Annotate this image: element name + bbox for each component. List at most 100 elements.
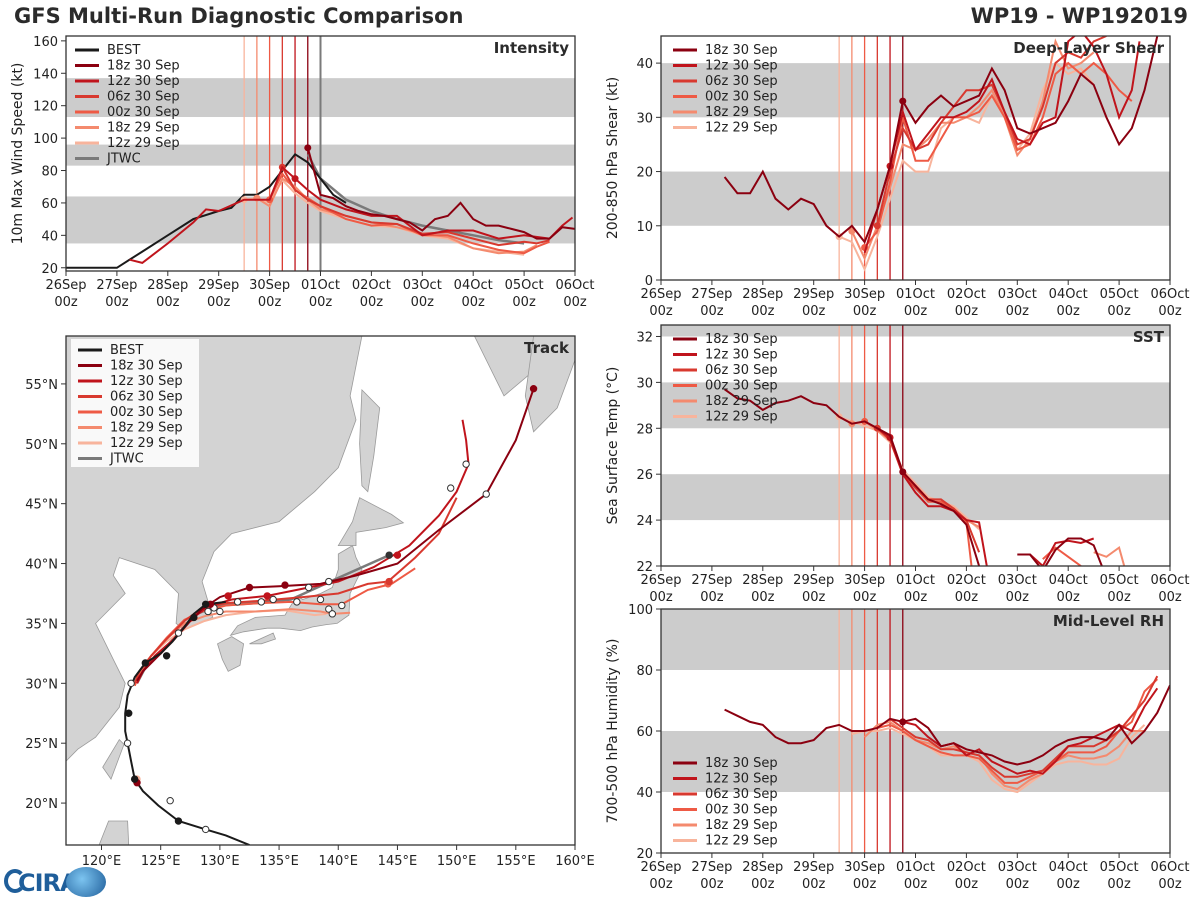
series-line-1 xyxy=(723,36,1159,244)
x-tick-label: 27Sep xyxy=(691,287,732,302)
track-point xyxy=(127,679,135,688)
legend-label: 12z 29 Sep xyxy=(107,136,180,151)
series-line-3 xyxy=(889,675,1159,778)
legend-label: BEST xyxy=(107,43,140,58)
hokkaido xyxy=(337,497,405,546)
init-point xyxy=(899,718,907,726)
y-tick-label: 28 xyxy=(636,422,653,437)
track-point xyxy=(125,709,133,717)
y-axis-label: 10m Max Wind Speed (kt) xyxy=(10,63,26,245)
track-point xyxy=(224,592,232,600)
track-point xyxy=(385,551,393,559)
track-point xyxy=(174,629,183,637)
track-point xyxy=(263,592,271,600)
map-frame xyxy=(65,335,576,846)
y-axis-label: 700-500 hPa Humidity (%) xyxy=(605,639,621,824)
legend-label: 18z 30 Sep xyxy=(705,756,778,771)
x-tick-label: 00z xyxy=(700,590,724,605)
legend-bg xyxy=(71,339,199,467)
x-tick-label: 30Sep xyxy=(844,287,885,302)
x-tick-label: 00z xyxy=(1057,304,1081,319)
x-tick-label: 00z xyxy=(1158,304,1182,319)
x-tick-label: 00z xyxy=(802,304,826,319)
lat-label: 50°N xyxy=(25,438,58,453)
x-tick-label: 03Oct xyxy=(998,287,1037,302)
series-line-2 xyxy=(129,165,574,264)
y-tick-label: 60 xyxy=(41,197,58,212)
y-tick-label: 20 xyxy=(636,847,653,862)
x-tick-label: 00z xyxy=(904,590,928,605)
x-tick-label: 29Sep xyxy=(793,573,834,588)
storm-id: WP19 - WP192019 xyxy=(970,4,1188,28)
x-tick-label: 30Sep xyxy=(844,860,885,875)
init-point xyxy=(873,222,881,230)
x-tick-label: 27Sep xyxy=(691,573,732,588)
x-tick-label: 00z xyxy=(904,304,928,319)
panel-title: SST xyxy=(1133,328,1165,346)
x-tick-label: 01Oct xyxy=(896,860,935,875)
track-point xyxy=(482,490,490,498)
luzon xyxy=(98,820,130,845)
panel-title: Deep-Layer Shear xyxy=(1013,39,1164,57)
x-tick-label: 03Oct xyxy=(403,278,442,293)
panel-intensity: 20 40 60 80 100 120 140 160 26Sep 00z 27Sep 00z 28Se… xyxy=(10,35,595,310)
kyushu-shikoku xyxy=(217,636,245,672)
y-tick-label: 20 xyxy=(636,166,653,181)
x-tick-label: 00z xyxy=(309,295,333,310)
track-point xyxy=(316,595,325,604)
shaded-band xyxy=(661,382,1170,429)
shaded-band xyxy=(661,609,1170,670)
series-line-4 xyxy=(877,678,1158,784)
x-tick-label: 05Oct xyxy=(1100,860,1139,875)
y-tick-label: 60 xyxy=(636,725,653,740)
x-tick-label: 29Sep xyxy=(793,860,834,875)
best-track xyxy=(124,600,250,845)
lat-label: 40°N xyxy=(25,558,58,573)
legend-label: 18z 30 Sep xyxy=(705,43,778,58)
x-tick-label: 00z xyxy=(512,295,536,310)
shaded-band xyxy=(661,474,1170,521)
track-point xyxy=(201,825,210,834)
lon-label: 145°E xyxy=(378,854,418,869)
x-tick-label: 00z xyxy=(1057,590,1081,605)
track-point xyxy=(385,577,393,586)
plot-area xyxy=(661,36,1170,280)
legend-label: 18z 29 Sep xyxy=(705,105,778,120)
y-tick-label: 40 xyxy=(41,229,58,244)
x-tick-label: 04Oct xyxy=(1049,573,1088,588)
cira-logo: CIRA xyxy=(4,866,108,898)
x-tick-label: 00z xyxy=(904,877,928,892)
track-point xyxy=(123,739,132,747)
legend-label: JTWC xyxy=(106,152,141,167)
panel-title: Intensity xyxy=(494,39,570,57)
track-point xyxy=(328,610,337,618)
y-tick-label: 80 xyxy=(41,165,58,180)
legend-label: 12z 30 Sep xyxy=(705,59,778,74)
x-tick-label: 01Oct xyxy=(301,278,340,293)
shikoku xyxy=(249,632,277,645)
track-point xyxy=(325,605,333,613)
y-tick-label: 160 xyxy=(33,35,58,50)
x-tick-label: 27Sep xyxy=(691,860,732,875)
x-tick-label: 00z xyxy=(411,295,435,310)
track-point xyxy=(338,601,346,610)
track-point xyxy=(130,775,139,783)
lon-label: 125°E xyxy=(141,854,181,869)
x-tick-label: 06Oct xyxy=(555,278,594,293)
track-point xyxy=(393,551,402,559)
x-tick-label: 04Oct xyxy=(1049,287,1088,302)
series-line-6 xyxy=(851,724,1146,794)
x-tick-label: 00z xyxy=(751,304,775,319)
shaded-band xyxy=(661,171,1170,226)
panel-title: Track xyxy=(524,339,570,357)
track-point xyxy=(304,583,313,592)
legend-label: BEST xyxy=(110,343,143,358)
x-tick-label: 00z xyxy=(853,877,877,892)
track-point xyxy=(162,652,171,660)
legend-label: 00z 30 Sep xyxy=(107,105,180,120)
legend-label: 18z 30 Sep xyxy=(107,59,180,74)
series-line-2 xyxy=(1029,537,1095,566)
x-tick-label: 00z xyxy=(462,295,486,310)
x-tick-label: 03Oct xyxy=(998,860,1037,875)
